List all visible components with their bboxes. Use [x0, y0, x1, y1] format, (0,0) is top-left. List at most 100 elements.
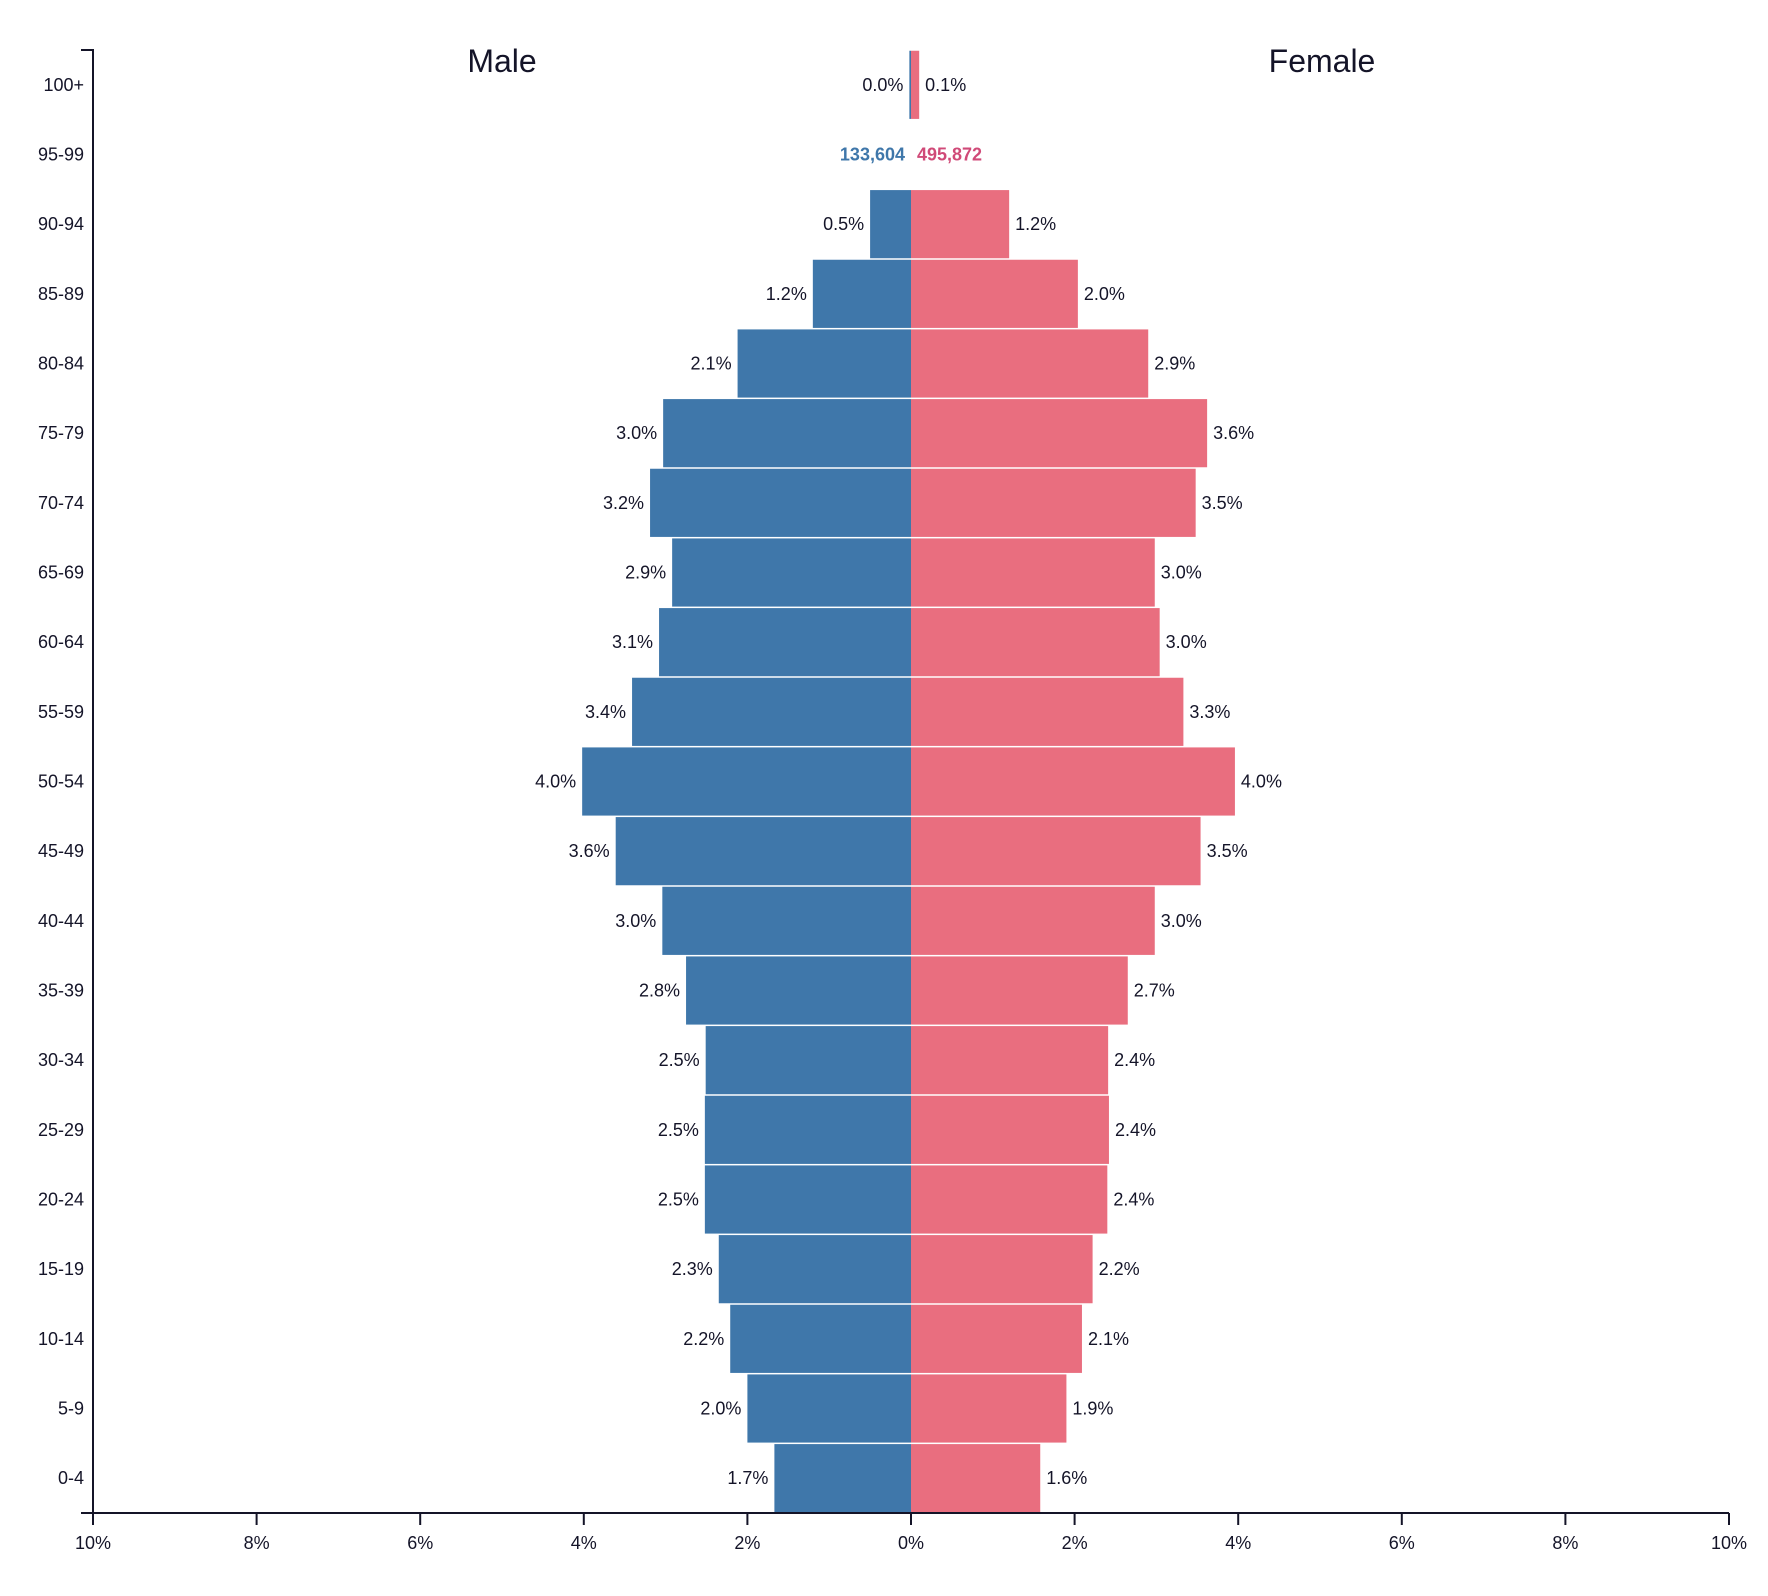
x-tick-label: 8%: [244, 1533, 270, 1553]
female-value-label: 2.1%: [1088, 1329, 1129, 1349]
female-value-label: 4.0%: [1241, 772, 1282, 792]
female-bar[interactable]: [911, 468, 1196, 537]
x-tick-label: 2%: [734, 1533, 760, 1553]
female-bar[interactable]: [911, 1235, 1093, 1304]
age-group-label: 35-39: [38, 981, 84, 1001]
male-bar[interactable]: [730, 1304, 911, 1373]
male-bar[interactable]: [737, 329, 911, 398]
male-value-label: 1.7%: [727, 1468, 768, 1488]
x-tick-label: 10%: [1711, 1533, 1747, 1553]
female-value-label: 1.9%: [1072, 1399, 1113, 1419]
x-tick-label: 0%: [898, 1533, 924, 1553]
male-bar[interactable]: [632, 677, 911, 746]
female-value-label: 3.0%: [1166, 632, 1207, 652]
male-bar[interactable]: [650, 468, 911, 537]
age-group-label: 85-89: [38, 284, 84, 304]
male-value-label: 2.5%: [658, 1190, 699, 1210]
male-value-label: 4.0%: [535, 772, 576, 792]
male-bar[interactable]: [870, 190, 911, 259]
male-bar[interactable]: [705, 1026, 911, 1095]
male-value-label: 2.3%: [672, 1259, 713, 1279]
male-value-label: 2.1%: [691, 354, 732, 374]
female-bar[interactable]: [911, 1165, 1108, 1234]
x-tick-label: 4%: [1225, 1533, 1251, 1553]
y-axis: 100+ 95-99 90-94 85-89 80-84 75-79 70-74 65-69 6…: [38, 49, 94, 1513]
female-value-label: 3.5%: [1207, 841, 1248, 861]
female-value-label: 3.6%: [1213, 423, 1254, 443]
female-bar[interactable]: [911, 1374, 1067, 1443]
male-bar[interactable]: [582, 747, 911, 816]
male-count-label: 133,604: [840, 145, 905, 165]
age-group-label: 20-24: [38, 1190, 84, 1210]
x-tick-label: 10%: [75, 1533, 111, 1553]
age-group-label: 40-44: [38, 911, 84, 931]
female-bar[interactable]: [911, 329, 1149, 398]
male-bar[interactable]: [812, 259, 911, 328]
female-value-label: 2.7%: [1134, 981, 1175, 1001]
female-bar[interactable]: [911, 259, 1078, 328]
age-group-label: 80-84: [38, 354, 84, 374]
male-bar[interactable]: [747, 1374, 911, 1443]
male-value-label: 0.0%: [862, 75, 903, 95]
male-bar[interactable]: [718, 1235, 911, 1304]
female-bar[interactable]: [911, 50, 920, 119]
male-bar[interactable]: [659, 608, 911, 677]
male-title: Male: [467, 43, 536, 79]
female-value-label: 2.4%: [1114, 1050, 1155, 1070]
x-tick-label: 2%: [1062, 1533, 1088, 1553]
male-bar[interactable]: [909, 50, 911, 119]
age-group-label: 65-69: [38, 563, 84, 583]
age-group-label: 70-74: [38, 493, 84, 513]
x-tick-label: 6%: [1389, 1533, 1415, 1553]
age-group-label: 10-14: [38, 1329, 84, 1349]
male-value-label: 2.5%: [658, 1120, 699, 1140]
male-bar[interactable]: [774, 1444, 911, 1513]
female-value-label: 2.9%: [1154, 354, 1195, 374]
age-group-label: 30-34: [38, 1050, 84, 1070]
female-bar[interactable]: [911, 677, 1184, 746]
y-axis-line: [81, 49, 94, 1513]
male-value-label: 2.0%: [700, 1399, 741, 1419]
male-bar[interactable]: [672, 538, 911, 607]
female-value-label: 2.4%: [1113, 1190, 1154, 1210]
male-bar[interactable]: [615, 817, 911, 886]
female-value-label: 2.2%: [1099, 1259, 1140, 1279]
female-bar[interactable]: [911, 1026, 1109, 1095]
male-value-label: 2.8%: [639, 981, 680, 1001]
female-bar[interactable]: [911, 747, 1235, 816]
age-group-label: 55-59: [38, 702, 84, 722]
male-bar[interactable]: [663, 399, 911, 468]
age-group-label: 95-99: [38, 145, 84, 165]
female-bar[interactable]: [911, 1444, 1041, 1513]
female-value-label: 3.0%: [1161, 911, 1202, 931]
female-value-label: 1.2%: [1015, 214, 1056, 234]
female-bar[interactable]: [911, 817, 1201, 886]
male-value-label: 3.2%: [603, 493, 644, 513]
female-bar[interactable]: [911, 1095, 1109, 1164]
male-bar[interactable]: [704, 1165, 911, 1234]
female-bar[interactable]: [911, 608, 1160, 677]
female-count-label: 495,872: [917, 145, 982, 165]
female-bar[interactable]: [911, 190, 1010, 259]
female-bar[interactable]: [911, 886, 1155, 955]
female-bar[interactable]: [911, 956, 1128, 1025]
male-value-label: 3.0%: [616, 423, 657, 443]
male-value-label: 2.9%: [625, 563, 666, 583]
female-bar[interactable]: [911, 538, 1155, 607]
male-value-label: 3.0%: [615, 911, 656, 931]
male-bar[interactable]: [704, 1095, 911, 1164]
x-tick-label: 6%: [407, 1533, 433, 1553]
age-group-label: 15-19: [38, 1259, 84, 1279]
female-value-label: 0.1%: [925, 75, 966, 95]
male-value-label: 1.2%: [766, 284, 807, 304]
age-group-label: 60-64: [38, 632, 84, 652]
female-bar[interactable]: [911, 1304, 1082, 1373]
male-value-label: 3.4%: [585, 702, 626, 722]
male-bar[interactable]: [686, 956, 911, 1025]
female-title: Female: [1269, 43, 1376, 79]
value-labels-layer: 0.0% 0.1% 133,604 495,872 0.5% 1.2% 1.2% 2.0% 2.…: [535, 75, 1282, 1488]
age-group-label: 90-94: [38, 214, 84, 234]
female-bar[interactable]: [911, 399, 1208, 468]
male-bar[interactable]: [662, 886, 911, 955]
